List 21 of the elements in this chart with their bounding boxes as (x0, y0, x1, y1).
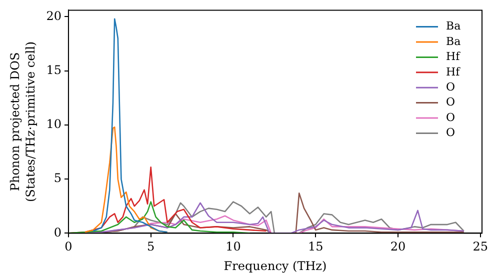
legend-label: O (446, 96, 456, 109)
y-tick-label: 5 (54, 171, 62, 186)
y-tick-label: 10 (46, 117, 62, 132)
legend-label: O (446, 80, 456, 94)
x-axis-title: Frequency (THz) (224, 258, 327, 273)
legend-label: Hf (446, 65, 461, 78)
legend-label: Ba (446, 34, 462, 48)
legend-label: Hf (446, 50, 461, 64)
y-tick-label: 20 (46, 8, 62, 23)
x-tick-label: 10 (226, 240, 241, 254)
x-tick-label: 20 (390, 240, 406, 254)
y-axis-title: Phonon projected DOS (States/THz·primitive cell) (8, 41, 38, 202)
x-tick-label: 5 (147, 240, 155, 254)
x-tick-label: 25 (472, 240, 488, 254)
y-tick-label: 15 (46, 62, 62, 77)
x-tick-label: 15 (308, 240, 324, 254)
legend-label: O (446, 110, 456, 124)
x-tick-label: 0 (64, 240, 72, 254)
legend-label: O (446, 126, 456, 140)
legend-label: Ba (446, 20, 462, 33)
y-tick-label: 0 (54, 225, 62, 240)
